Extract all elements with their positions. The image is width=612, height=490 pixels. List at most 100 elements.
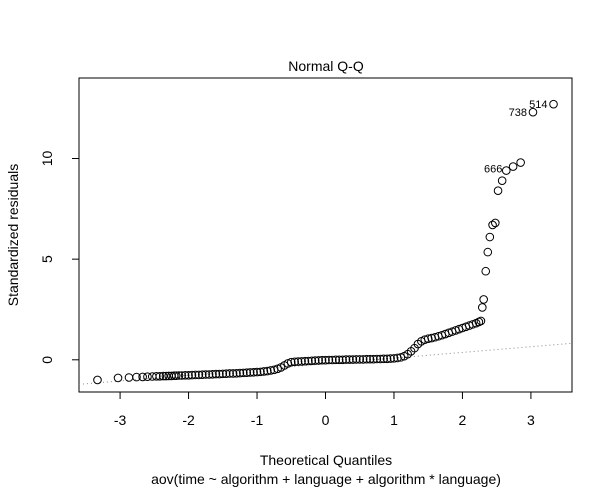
x-tick-label: 1 (390, 412, 398, 428)
data-point (348, 355, 358, 364)
y-tick-label: 10 (39, 151, 55, 167)
chart-title: Normal Q-Q (288, 58, 364, 74)
data-point (338, 355, 347, 365)
data-point (389, 354, 399, 363)
data-point (215, 369, 224, 379)
data-point (488, 220, 497, 230)
data-point (481, 266, 491, 276)
data-point (177, 371, 187, 380)
y-axis-title: Standardized residuals (5, 164, 21, 306)
data-point (235, 368, 245, 378)
data-point (341, 355, 351, 364)
data-point (124, 373, 134, 382)
data-point (508, 162, 518, 171)
data-point (485, 232, 495, 242)
data-point (528, 107, 538, 117)
reference-line (78, 342, 573, 385)
data-point (249, 367, 258, 377)
data-point (245, 368, 255, 377)
data-point (221, 369, 231, 378)
data-point (259, 367, 269, 376)
data-point (345, 355, 354, 364)
data-point (501, 166, 511, 175)
data-point (358, 355, 368, 364)
data-point (171, 371, 181, 380)
data-point (297, 357, 306, 366)
data-point (328, 355, 337, 365)
data-point (382, 354, 392, 364)
plot-frame (78, 77, 573, 393)
data-point (372, 354, 382, 364)
data-point (152, 372, 161, 381)
point-label: 738 (509, 107, 527, 119)
data-point (491, 218, 500, 228)
data-point (204, 370, 214, 379)
data-point (352, 355, 361, 364)
data-point (184, 370, 193, 380)
data-point (310, 356, 320, 365)
data-point (191, 370, 200, 380)
data-point (334, 355, 344, 365)
data-point (331, 355, 341, 365)
data-point (180, 370, 190, 380)
data-point (386, 354, 395, 363)
data-point (286, 357, 296, 367)
data-point (138, 372, 147, 382)
data-point (423, 334, 433, 343)
data-point (474, 317, 484, 327)
data-point (300, 356, 310, 366)
data-point (158, 371, 168, 381)
data-point (239, 368, 248, 378)
y-axis: 0 5 10 (39, 151, 80, 364)
data-point (317, 355, 327, 365)
data-point (375, 354, 385, 364)
data-point (211, 369, 221, 379)
data-point (493, 186, 503, 196)
data-point (218, 369, 228, 379)
data-point (304, 356, 313, 366)
data-point (290, 357, 299, 367)
data-point (208, 369, 217, 379)
data-point (197, 370, 207, 379)
x-axis: -3 -2 -1 0 1 2 3 (114, 391, 535, 428)
point-label: 514 (529, 99, 547, 111)
data-point (324, 355, 334, 365)
data-point (516, 158, 525, 167)
data-point (365, 354, 375, 364)
data-point (362, 354, 371, 364)
x-tick-label: -1 (251, 412, 264, 428)
data-point (132, 372, 141, 382)
data-point (479, 295, 488, 304)
data-point (262, 366, 272, 376)
data-point (201, 370, 210, 379)
data-point (174, 371, 184, 380)
data-points (93, 99, 558, 385)
chart-subtitle: aov(time ~ algorithm + language + algori… (151, 471, 501, 487)
data-point (187, 370, 197, 380)
data-point (293, 357, 303, 366)
x-tick-label: 2 (459, 412, 467, 428)
data-point (483, 247, 493, 257)
point-label: 666 (484, 164, 502, 176)
data-point (93, 375, 102, 385)
data-point (355, 355, 365, 364)
x-axis-title: Theoretical Quantiles (260, 452, 392, 468)
data-point (478, 303, 487, 312)
y-tick-label: 0 (39, 356, 55, 364)
data-point (314, 356, 323, 365)
x-tick-label: -3 (114, 412, 127, 428)
x-tick-label: 0 (322, 412, 330, 428)
x-tick-label: 3 (527, 412, 535, 428)
data-point (252, 367, 262, 377)
data-point (476, 316, 486, 326)
x-tick-label: -2 (182, 412, 195, 428)
data-point (321, 355, 330, 365)
data-point (379, 354, 389, 364)
data-point (194, 370, 204, 380)
data-point (307, 356, 317, 366)
data-point (369, 354, 378, 364)
data-point (225, 369, 234, 378)
data-point (232, 368, 241, 378)
